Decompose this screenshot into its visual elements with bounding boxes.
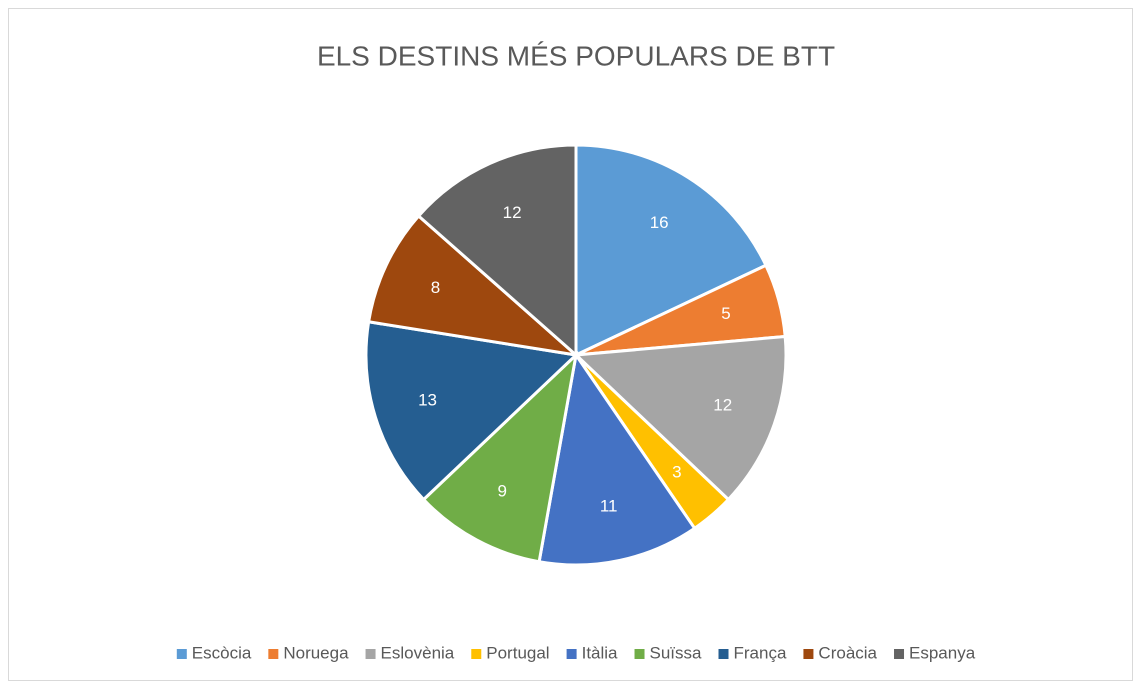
legend-label: Suïssa [650,643,703,662]
legend-label: Portugal [486,643,549,662]
chart-title: ELS DESTINS MÉS POPULARS DE BTT [317,40,835,71]
legend-label: Croàcia [818,643,877,662]
legend-label: Espanya [909,643,976,662]
data-label: 8 [431,278,440,297]
legend-label: Itàlia [582,643,618,662]
pie-slice [364,320,580,502]
legend-label: Eslovènia [381,643,455,662]
data-label: 13 [418,390,437,409]
legend-swatch [634,649,645,659]
legend-swatch [718,649,729,659]
pie-slice [366,213,581,358]
legend-swatch [803,649,814,659]
legend-swatch [566,649,577,659]
data-label: 5 [721,304,730,323]
data-label: 9 [498,481,507,500]
pie-slice [537,351,697,567]
pie-slice [572,334,788,502]
legend-label: Escòcia [192,643,252,662]
pie-slice [421,350,579,564]
legend-swatch [471,649,482,659]
data-label: 12 [713,396,732,415]
legend-label: França [734,643,787,662]
data-label: 3 [672,463,681,482]
legend-label: Noruega [283,643,349,662]
legend-swatch [176,649,187,659]
data-label: 16 [650,213,669,232]
data-label: 11 [600,496,618,515]
pie-slice [574,143,768,358]
legend: Escòcia Noruega Eslovènia Portugal Itàlia Suï… [176,643,976,662]
legend-swatch [894,649,905,659]
legend-swatch [365,649,376,659]
data-label: 12 [503,203,522,222]
pie-slice [416,143,578,359]
legend-swatch [268,649,279,659]
